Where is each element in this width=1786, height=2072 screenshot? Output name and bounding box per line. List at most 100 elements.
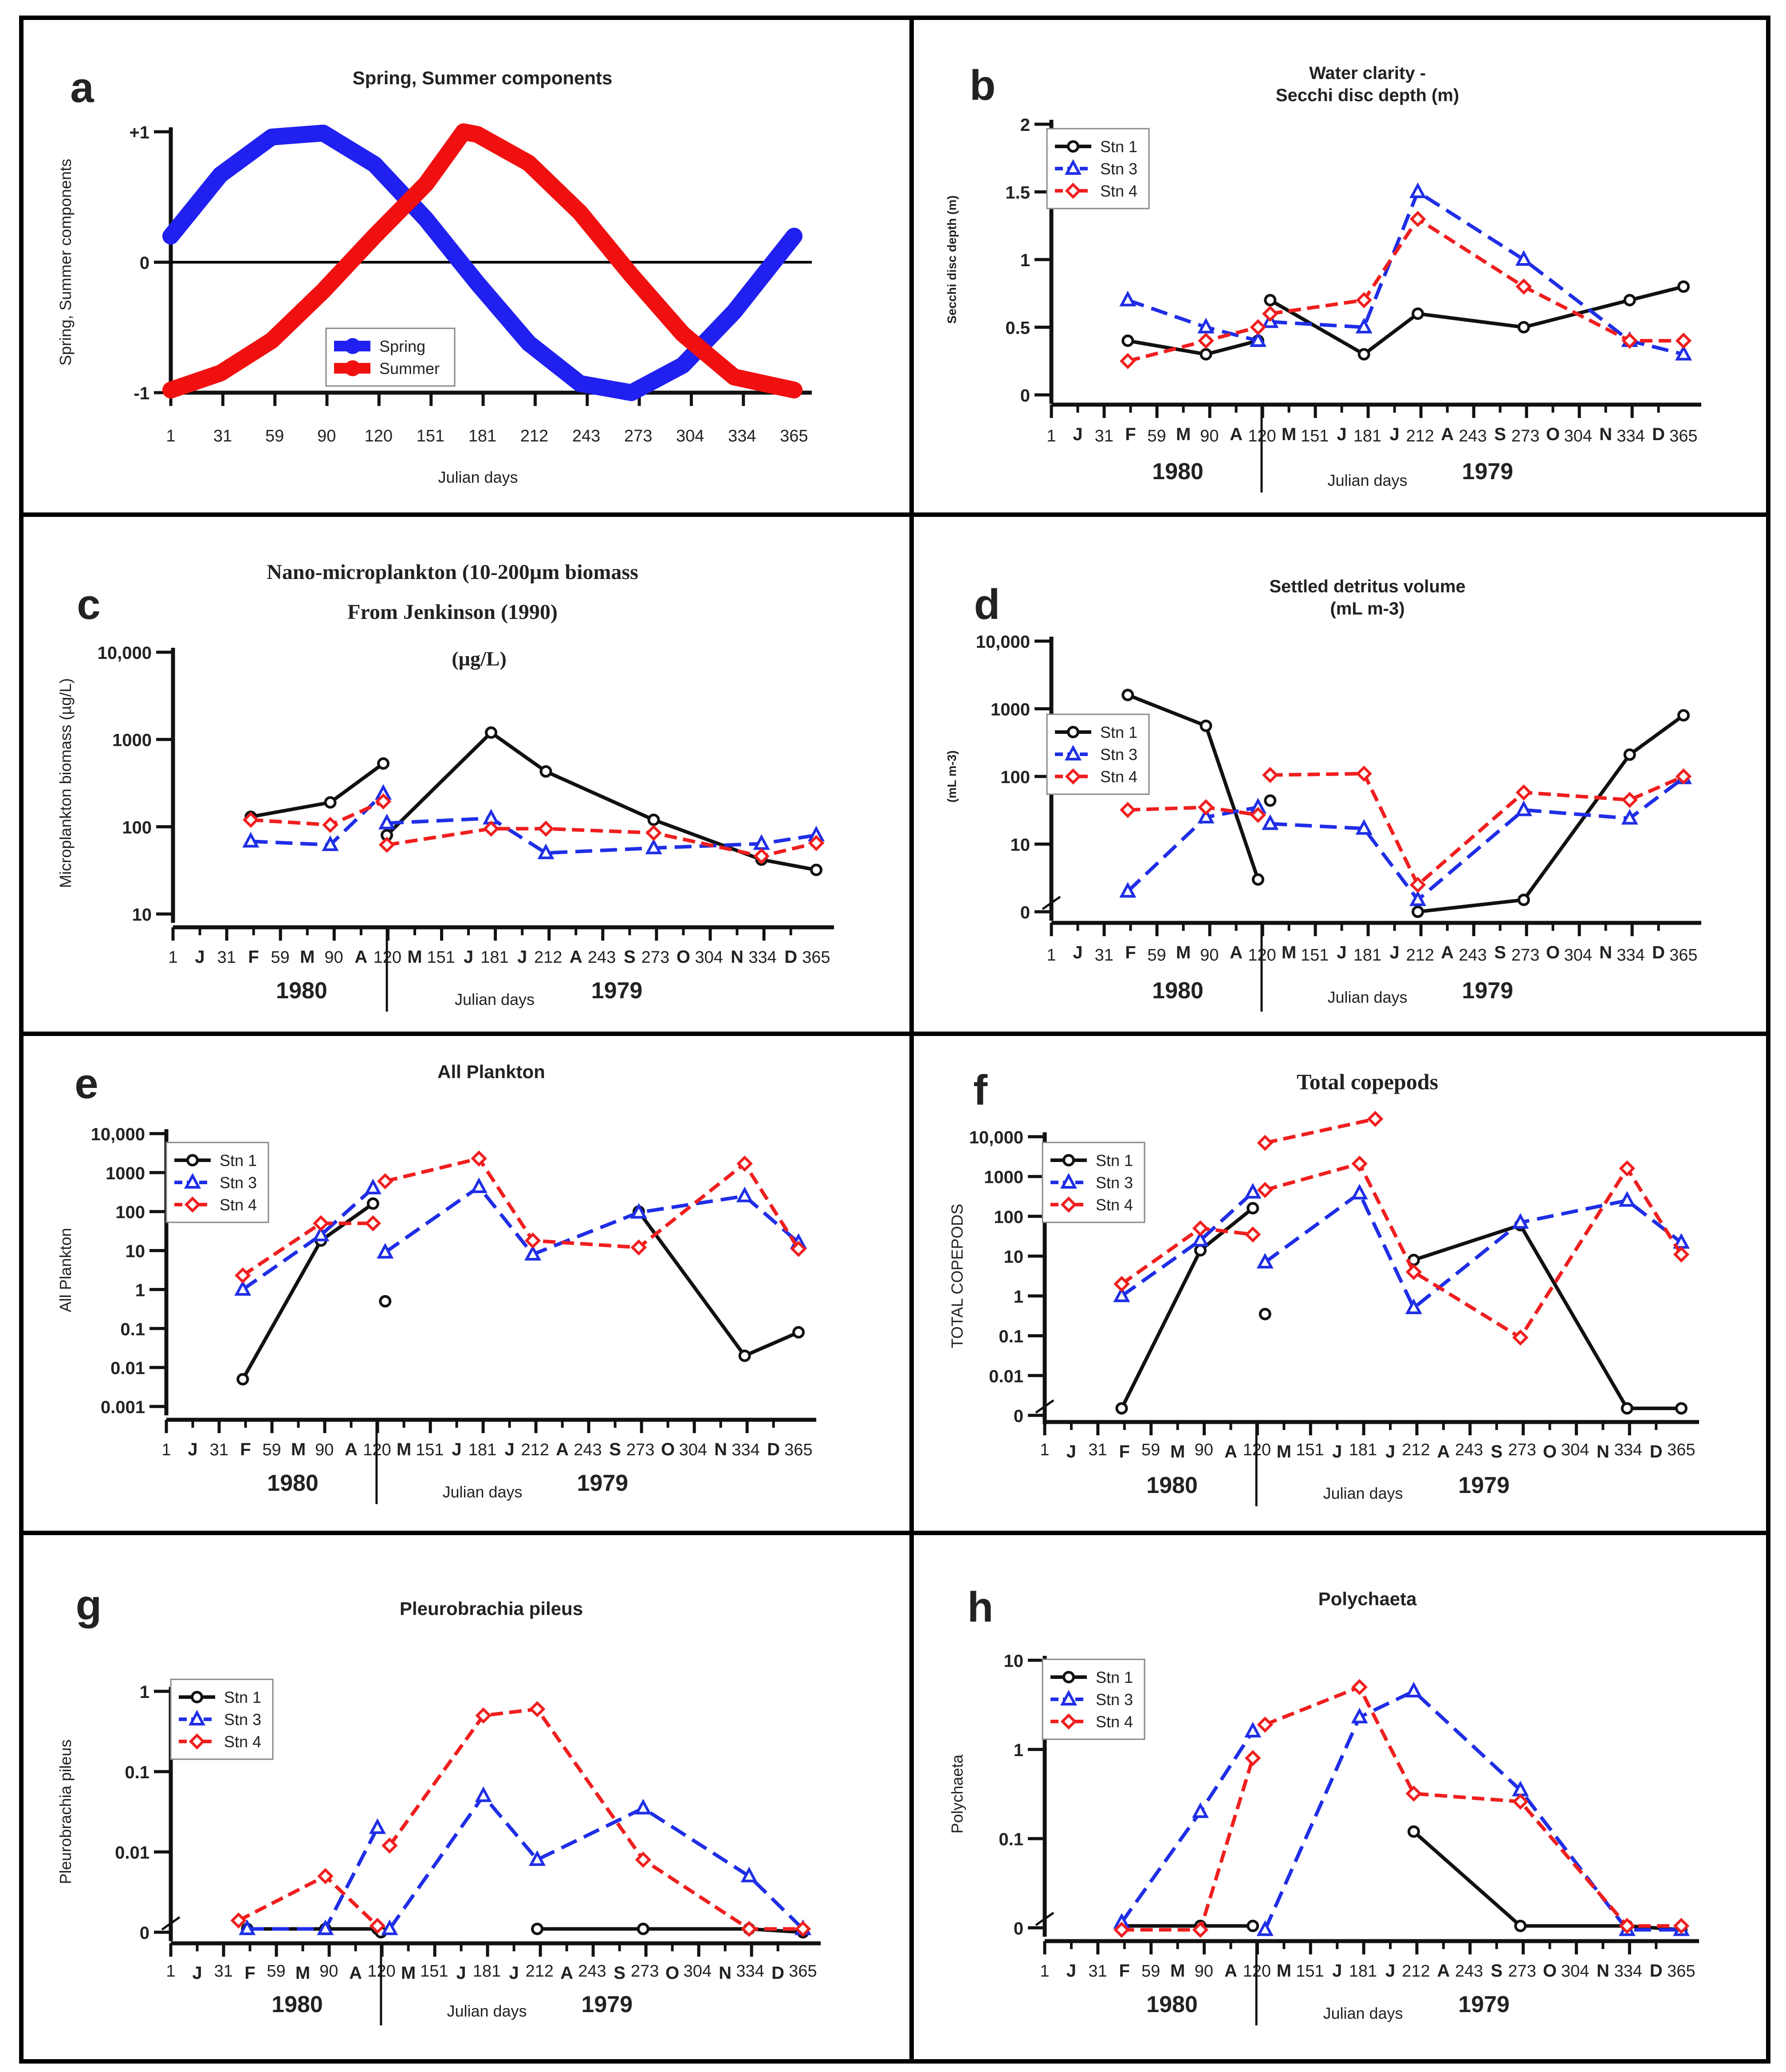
data-point [1677, 280, 1690, 293]
x-month-label: A [345, 1440, 358, 1459]
panel-d: d Settled detritus volume (mL m-3) 0 10 100 10… [945, 577, 1701, 1012]
x-tick-label: 334 [1617, 946, 1644, 965]
y-tick-label: 1000 [112, 731, 152, 750]
data-point [740, 1867, 758, 1883]
legend: Stn 1 Stn 3 Stn 4 [1042, 1658, 1145, 1740]
x-tick-label: 365 [802, 948, 830, 967]
data-point [753, 834, 770, 850]
series-line [1270, 217, 1684, 343]
legend-marker [1060, 1173, 1078, 1189]
data-point [1351, 1184, 1368, 1200]
y-tick-label: 1.5 [1005, 183, 1030, 203]
x-tick-label: 243 [1455, 1962, 1483, 1981]
x-tick-label: 365 [784, 1441, 812, 1459]
y-axis-label: All Plankton [56, 1228, 75, 1312]
y-axis-label: Pleurobrachia pileus [56, 1739, 75, 1884]
x-month-label: M [1170, 1442, 1185, 1461]
x-month-label: M [1277, 1442, 1291, 1461]
panel-c: c Nano-microplankton (10-200µm biomass Fro… [56, 560, 834, 1012]
x-tick-label: 304 [676, 427, 704, 445]
x-axis: JFMAMJJASOND1315990120151181212243273304… [166, 1941, 821, 1983]
series-line [388, 1794, 804, 1930]
y-tick-label: 100 [115, 1203, 145, 1222]
data-point [810, 863, 822, 876]
x-month-label: M [291, 1440, 306, 1459]
data-point [1618, 1191, 1636, 1207]
x-tick-label: 151 [1296, 1962, 1324, 1981]
x-tick-label: 181 [480, 948, 508, 967]
data-point [1409, 890, 1427, 906]
legend-label: Stn 1 [1100, 138, 1137, 156]
axis-break-mark [1035, 1399, 1054, 1414]
x-month-label: O [665, 1963, 679, 1983]
legend: Stn 1 Stn 3 Stn 4 [170, 1678, 274, 1760]
data-point [313, 1215, 329, 1232]
data-point [531, 1922, 544, 1935]
x-tick-label: 304 [684, 1962, 712, 1981]
x-month-label: J [509, 1963, 519, 1983]
x-month-label: M [401, 1963, 416, 1983]
x-tick-label: 31 [217, 948, 236, 967]
x-tick-label: 243 [578, 1962, 606, 1981]
x-month-label: S [1491, 1961, 1503, 1981]
data-point [1409, 877, 1426, 893]
x-tick-label: 181 [1353, 427, 1381, 445]
panel-letter: h [968, 1584, 994, 1631]
x-tick-label: 59 [1141, 1962, 1160, 1981]
y-tick-label: 1 [1014, 1741, 1023, 1760]
legend-marker [1060, 1713, 1077, 1730]
x-tick-label: 334 [1614, 1962, 1642, 1981]
x-month-label: N [1599, 943, 1612, 962]
x-month-label: J [195, 947, 205, 967]
legend-label: Stn 3 [1096, 1174, 1133, 1192]
y-tick-label: 0.01 [115, 1843, 149, 1863]
series-line [1264, 1117, 1376, 1145]
x-month-label: J [192, 1963, 202, 1983]
x-tick-label: 365 [780, 427, 808, 445]
data-point [645, 824, 662, 841]
x-tick-label: 304 [1561, 1441, 1589, 1459]
data-point [637, 1922, 649, 1935]
legend-label: Stn 4 [1096, 1713, 1133, 1731]
data-point [369, 1818, 386, 1834]
x-month-label: J [464, 947, 473, 967]
data-point [1512, 1793, 1529, 1810]
x-month-label: O [1546, 943, 1560, 962]
x-month-label: N [1599, 425, 1612, 444]
x-tick-label: 31 [214, 1962, 233, 1981]
y-tick-label: +1 [129, 123, 149, 142]
data-point [1244, 1183, 1262, 1199]
legend-box [1042, 1658, 1145, 1740]
x-month-label: A [349, 1963, 362, 1983]
data-point [1356, 765, 1372, 782]
legend-label: Stn 3 [1100, 745, 1137, 764]
x-axis: JFMAMJJASOND1315990120151181212243273304… [1040, 1420, 1699, 1461]
x-tick-label: 304 [679, 1441, 707, 1459]
data-point [1244, 1750, 1261, 1766]
x-tick-label: 334 [732, 1441, 759, 1459]
y-tick-label: 1 [140, 1682, 149, 1702]
panel-g: g Pleurobrachia pileus 0 0.01 0.1 1 Pleurobrac… [56, 1581, 821, 2025]
y-tick-label: 1000 [991, 700, 1030, 720]
data-point [529, 1701, 546, 1717]
data-point [1412, 307, 1424, 320]
legend-label: Stn 1 [224, 1688, 261, 1706]
y-tick-label: 0.1 [120, 1320, 145, 1339]
y-tick-label: 0 [1014, 1919, 1023, 1938]
data-point [377, 1173, 393, 1190]
data-point [1120, 353, 1136, 369]
legend-label: Stn 4 [224, 1733, 261, 1751]
series-stn-1 [244, 726, 822, 876]
series-line [637, 1210, 799, 1358]
series-line [1264, 1685, 1681, 1928]
x-tick-label: 243 [572, 427, 600, 445]
data-point [792, 1326, 805, 1339]
series-stn-4 [1120, 765, 1692, 893]
year-label-1980: 1980 [271, 1992, 323, 2017]
series-line [1270, 776, 1685, 902]
legend-marker [1062, 1671, 1075, 1683]
panel-borders [19, 16, 1770, 2064]
x-tick-label: 90 [1200, 946, 1219, 965]
x-tick-label: 365 [1667, 1441, 1695, 1459]
legend-box [170, 1678, 274, 1760]
